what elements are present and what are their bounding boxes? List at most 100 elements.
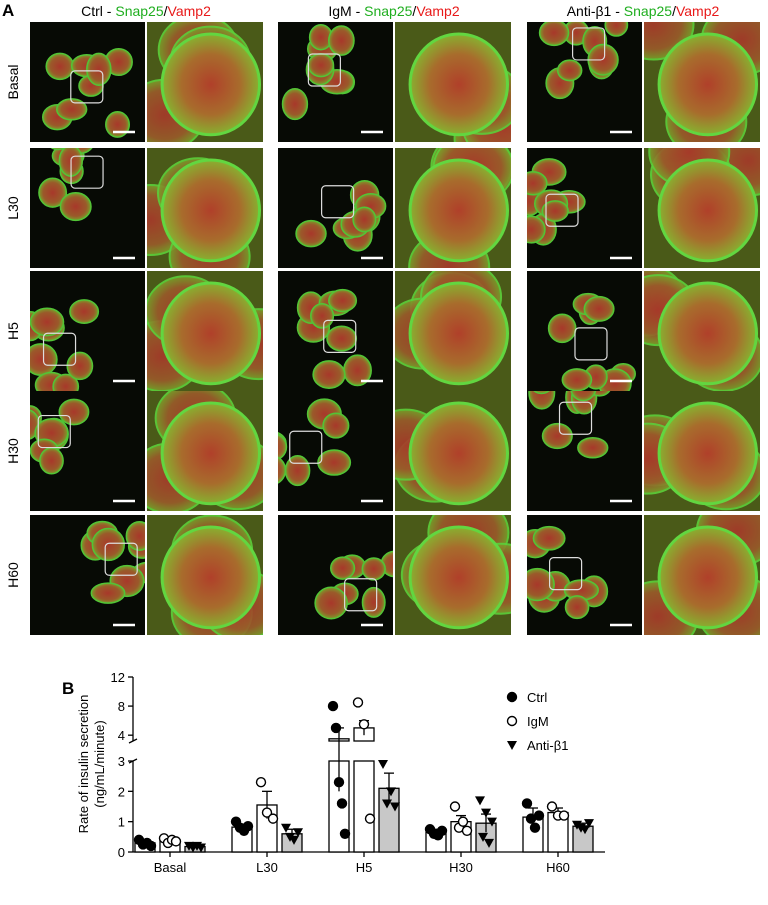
header-part: / — [412, 3, 416, 19]
cell — [541, 200, 569, 222]
roi-box — [37, 414, 71, 449]
zoom-image — [147, 391, 263, 511]
data-point — [506, 715, 518, 727]
roi-box — [574, 327, 608, 361]
overview-image — [278, 271, 393, 391]
cell — [644, 22, 695, 61]
zoom-image — [395, 515, 511, 635]
cell — [657, 32, 759, 137]
header-part: Snap25 — [115, 3, 163, 19]
header-part: Ctrl - — [81, 3, 115, 19]
cell — [295, 219, 327, 248]
zoom-image — [395, 22, 511, 142]
data-point — [481, 808, 491, 818]
cell — [577, 436, 609, 459]
cell — [39, 447, 64, 475]
roi-box — [289, 430, 323, 464]
cell — [547, 313, 577, 344]
roi-box — [548, 557, 583, 591]
y-tick-label: 2 — [118, 784, 125, 799]
row-label: H5 — [5, 322, 21, 340]
cell — [527, 567, 555, 602]
cell — [160, 32, 262, 137]
header-part: Snap25 — [364, 3, 412, 19]
data-point — [145, 840, 157, 852]
row-label: Basal — [5, 64, 21, 99]
header-part: IgM - — [328, 3, 364, 19]
data-point — [327, 700, 339, 712]
cell — [284, 455, 311, 487]
data-point — [529, 822, 541, 833]
data-point — [484, 838, 494, 848]
overview-image — [278, 22, 393, 142]
data-point — [449, 801, 461, 812]
y-tick-label: 3 — [118, 754, 125, 769]
zoom-image — [395, 271, 511, 391]
cell — [538, 22, 570, 47]
zoom-image — [644, 391, 760, 511]
data-point — [333, 777, 345, 788]
header-part: Anti-β1 - — [567, 3, 624, 19]
row-label: L30 — [5, 196, 21, 220]
cell — [38, 177, 68, 208]
cell — [317, 449, 352, 476]
cell — [408, 281, 510, 386]
bar-lower — [353, 760, 375, 853]
bar — [353, 727, 375, 853]
data-point — [261, 807, 273, 818]
cell — [281, 88, 309, 121]
x-tick-label: H5 — [356, 860, 373, 875]
header-part: / — [672, 3, 676, 19]
cell — [69, 299, 100, 325]
data-point — [436, 825, 448, 836]
row-label: H60 — [5, 562, 21, 588]
cell — [657, 158, 759, 263]
zoom-image — [147, 22, 263, 142]
data-point — [352, 697, 364, 708]
data-point — [533, 810, 545, 821]
data-point — [457, 816, 469, 827]
cell — [90, 582, 126, 604]
zoom-image — [644, 271, 760, 391]
y-axis-label: (ng/mL/minute) — [92, 720, 107, 807]
cell — [86, 52, 112, 86]
cell — [314, 586, 348, 620]
cell — [657, 401, 759, 506]
legend-label: Anti-β1 — [527, 738, 568, 753]
legend-label: IgM — [527, 714, 549, 729]
data-point — [390, 802, 400, 812]
cell — [326, 325, 358, 352]
y-tick-label: 12 — [111, 670, 125, 685]
overview-image — [30, 391, 145, 511]
data-point — [386, 787, 396, 797]
cell — [532, 525, 566, 551]
roi-box — [70, 70, 104, 104]
cell — [52, 373, 80, 391]
data-point — [478, 832, 488, 842]
cell — [361, 586, 386, 618]
cell — [160, 525, 262, 630]
cell — [561, 368, 593, 391]
data-point — [289, 835, 299, 845]
data-point — [196, 843, 206, 853]
header-part: Vamp2 — [416, 3, 460, 19]
x-tick-label: H30 — [449, 860, 473, 875]
x-tick-label: L30 — [256, 860, 278, 875]
data-point — [293, 828, 303, 838]
row-label: H30 — [5, 438, 21, 464]
roi-box — [545, 193, 579, 227]
cell — [556, 59, 583, 82]
cell — [312, 360, 346, 389]
zoom-image — [395, 391, 511, 511]
cell — [657, 281, 759, 386]
data-point — [364, 813, 376, 824]
cell — [604, 22, 629, 37]
zoom-image — [147, 148, 263, 268]
data-point — [267, 813, 279, 824]
zoom-image — [644, 148, 760, 268]
overview-image — [278, 391, 393, 511]
data-point — [255, 777, 267, 788]
data-point — [242, 821, 254, 832]
